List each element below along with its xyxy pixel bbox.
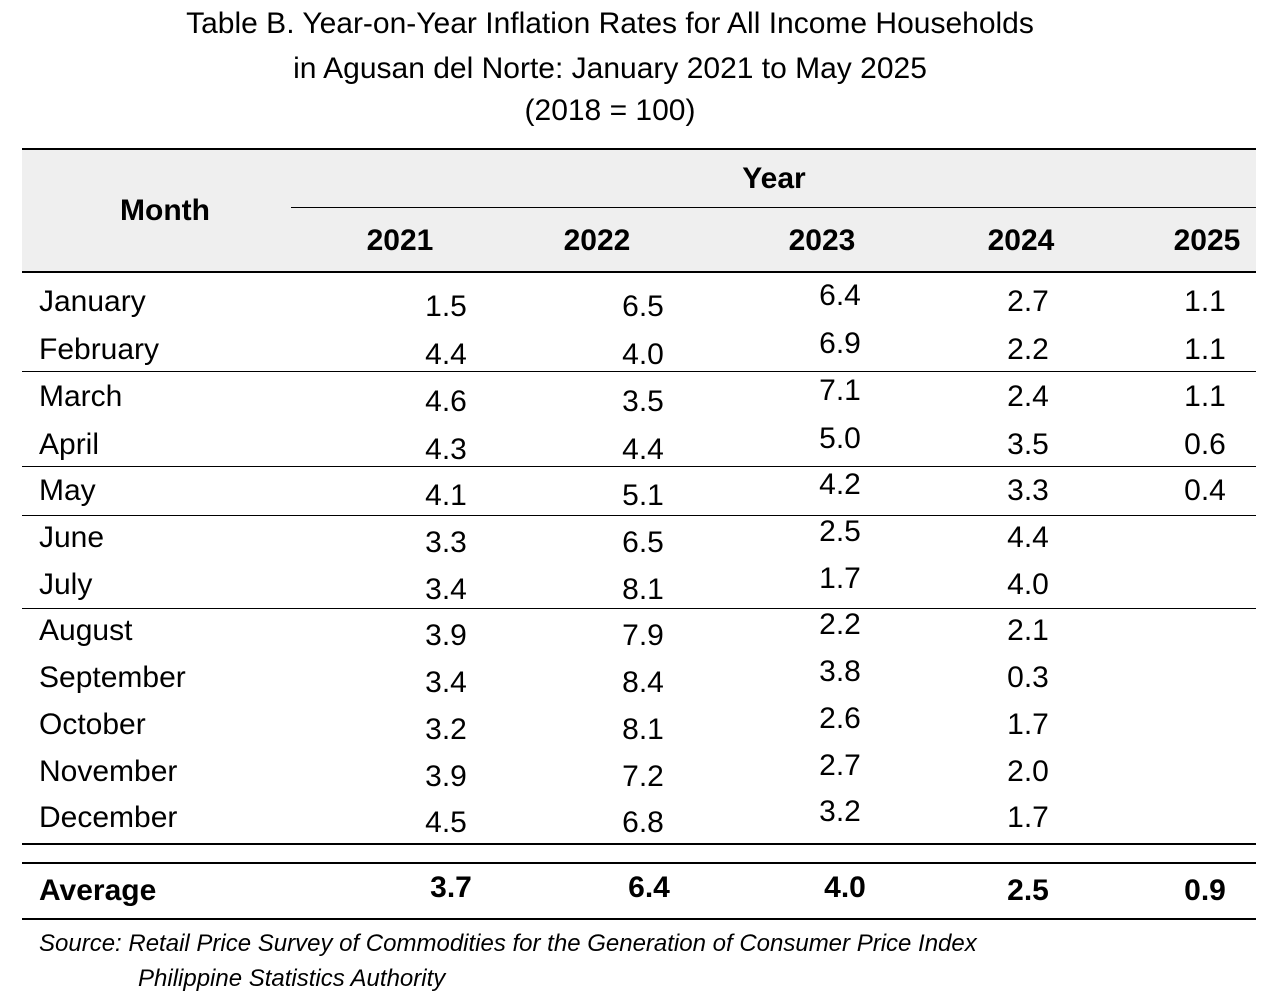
rate-cell-2024: 2.1 [1007, 614, 1049, 647]
row-divider [22, 466, 1256, 467]
month-label: July [39, 568, 93, 601]
average-2023: 4.0 [824, 871, 866, 904]
body-bottom-rule [22, 843, 1256, 845]
rate-cell-2022: 6.5 [622, 290, 664, 323]
rate-cell-2021: 3.3 [425, 526, 467, 559]
table-top-rule [22, 148, 1256, 150]
rate-cell-2025: 1.1 [1184, 380, 1226, 413]
month-label: March [39, 380, 123, 413]
average-2021: 3.7 [430, 871, 472, 904]
rate-cell-2023: 3.2 [819, 795, 861, 828]
rate-cell-2025: 1.1 [1184, 285, 1226, 318]
rate-cell-2023: 4.2 [819, 468, 861, 501]
rate-cell-2021: 4.1 [425, 479, 467, 512]
table-title-line-2: in Agusan del Norte: January 2021 to May… [293, 52, 927, 85]
rate-cell-2021: 3.4 [425, 573, 467, 606]
rate-cell-2024: 1.7 [1007, 708, 1049, 741]
year-header-2021: 2021 [366, 224, 434, 257]
rate-cell-2022: 4.4 [622, 433, 664, 466]
rate-cell-2025: 0.6 [1184, 428, 1226, 461]
table-title-base-year: (2018 = 100) [524, 94, 696, 127]
average-2025: 0.9 [1184, 874, 1226, 907]
year-header-2023: 2023 [788, 224, 856, 257]
month-label: September [39, 661, 186, 694]
year-header-2025: 2025 [1173, 224, 1241, 257]
rate-cell-2025: 0.4 [1184, 474, 1226, 507]
year-header-2024: 2024 [987, 224, 1055, 257]
rate-cell-2024: 3.5 [1007, 428, 1049, 461]
source-agency: Philippine Statistics Authority [138, 965, 446, 992]
rate-cell-2023: 2.7 [819, 749, 861, 782]
rate-cell-2023: 6.4 [819, 279, 861, 312]
month-label: August [39, 614, 133, 647]
table-title-line-1: Table B. Year-on-Year Inflation Rates fo… [186, 7, 1034, 40]
rate-cell-2022: 8.1 [622, 573, 664, 606]
rate-cell-2024: 0.3 [1007, 661, 1049, 694]
rate-cell-2023: 2.6 [819, 702, 861, 735]
row-divider [22, 515, 1256, 516]
rate-cell-2024: 2.7 [1007, 285, 1049, 318]
rate-cell-2023: 1.7 [819, 562, 861, 595]
rate-cell-2022: 8.4 [622, 666, 664, 699]
rate-cell-2023: 5.0 [819, 422, 861, 455]
rate-cell-2021: 4.6 [425, 385, 467, 418]
rate-cell-2023: 7.1 [819, 374, 861, 407]
rate-cell-2023: 3.8 [819, 655, 861, 688]
rate-cell-2021: 3.9 [425, 619, 467, 652]
table-bottom-rule [22, 918, 1256, 920]
rate-cell-2024: 2.2 [1007, 333, 1049, 366]
average-2024: 2.5 [1007, 874, 1049, 907]
table-header-background [22, 149, 1256, 272]
rate-cell-2021: 3.4 [425, 666, 467, 699]
month-column-header: Month [120, 194, 210, 227]
rate-cell-2022: 7.2 [622, 760, 664, 793]
rate-cell-2023: 2.2 [819, 608, 861, 641]
rate-cell-2024: 2.4 [1007, 380, 1049, 413]
year-header-2022: 2022 [563, 224, 631, 257]
month-label: December [39, 801, 178, 834]
month-label: October [39, 708, 146, 741]
source-note: Source: Retail Price Survey of Commoditi… [39, 930, 977, 957]
rate-cell-2024: 2.0 [1007, 755, 1049, 788]
rate-cell-2021: 4.3 [425, 433, 467, 466]
month-label: November [39, 755, 178, 788]
rate-cell-2024: 4.4 [1007, 521, 1049, 554]
rate-cell-2021: 1.5 [425, 290, 467, 323]
rate-cell-2022: 8.1 [622, 713, 664, 746]
year-group-rule [291, 207, 1256, 208]
month-label: February [39, 333, 160, 366]
rate-cell-2021: 4.4 [425, 338, 467, 371]
rate-cell-2021: 3.9 [425, 760, 467, 793]
rate-cell-2022: 6.5 [622, 526, 664, 559]
rate-cell-2024: 1.7 [1007, 801, 1049, 834]
row-divider [22, 371, 1256, 372]
month-label: June [39, 521, 105, 554]
rate-cell-2022: 7.9 [622, 619, 664, 652]
rate-cell-2022: 4.0 [622, 338, 664, 371]
month-label: January [39, 285, 146, 318]
year-group-header: Year [742, 162, 806, 195]
rate-cell-2023: 2.5 [819, 515, 861, 548]
rate-cell-2022: 5.1 [622, 479, 664, 512]
month-label: April [39, 428, 100, 461]
header-bottom-rule [22, 271, 1256, 273]
average-top-rule [22, 862, 1256, 864]
rate-cell-2021: 4.5 [425, 806, 467, 839]
rate-cell-2022: 3.5 [622, 385, 664, 418]
row-divider [22, 608, 1256, 609]
rate-cell-2021: 3.2 [425, 713, 467, 746]
rate-cell-2022: 6.8 [622, 806, 664, 839]
rate-cell-2023: 6.9 [819, 327, 861, 360]
month-label: May [39, 474, 96, 507]
rate-cell-2024: 4.0 [1007, 568, 1049, 601]
rate-cell-2024: 3.3 [1007, 474, 1049, 507]
rate-cell-2025: 1.1 [1184, 333, 1226, 366]
average-label: Average [39, 874, 157, 907]
average-2022: 6.4 [628, 871, 670, 904]
